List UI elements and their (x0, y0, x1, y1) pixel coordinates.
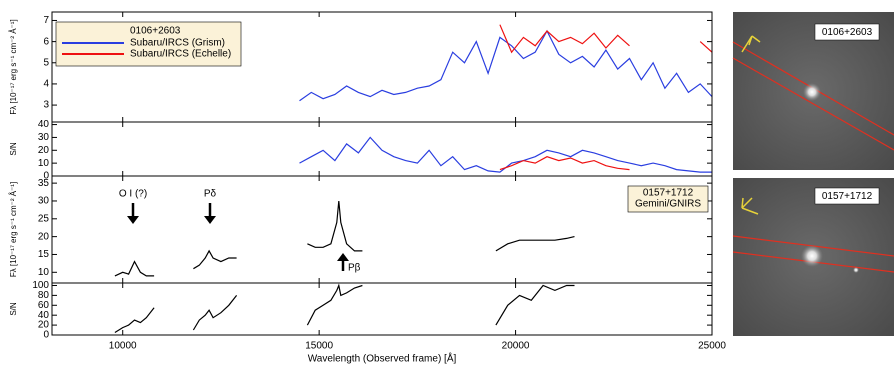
legend-label: Subaru/IRCS (Echelle) (130, 49, 231, 60)
series-line (499, 24, 713, 54)
plot-frame (51, 121, 713, 177)
y-tick-label: 35 (38, 178, 50, 189)
legend-label: Subaru/IRCS (Grism) (130, 38, 225, 49)
series-line (499, 156, 630, 171)
y-tick-label: 4 (43, 79, 49, 90)
y-tick-label: 40 (38, 310, 50, 321)
y-tick-label: 7 (43, 15, 49, 26)
y-tick-label: 30 (38, 196, 50, 207)
series-line (299, 136, 712, 173)
y-tick-label: 40 (38, 119, 50, 130)
panel: 0 10 20 30 40 S/N (9, 119, 713, 182)
source (853, 267, 859, 273)
x-tick-label: 25000 (698, 341, 726, 352)
y-tick-label: 20 (38, 145, 50, 156)
y-tick-label: 30 (38, 132, 50, 143)
panel: 3 4 5 6 7 Fλ [10⁻¹⁷ erg s⁻¹ cm⁻² Å⁻¹] 0106+260… (9, 11, 713, 123)
annotation: Pδ (204, 189, 217, 200)
image-label-box (814, 187, 880, 205)
panel: 10 15 20 25 30 35 Fλ [10⁻¹⁷ erg s⁻¹ cm⁻² Å⁻¹] 0… (9, 175, 713, 284)
y-tick-label: 25 (38, 213, 50, 224)
plot-frame (51, 175, 713, 284)
image-label-box (814, 23, 880, 41)
info-text: 0157+1712 (643, 188, 694, 199)
x-tick-label: 20000 (502, 341, 530, 352)
y-tick-label: 3 (43, 100, 49, 111)
annotation: Pβ (348, 263, 361, 274)
y-tick-label: 20 (38, 320, 50, 331)
source (801, 245, 823, 267)
y-tick-label: 20 (38, 231, 50, 242)
y-tick-label: 6 (43, 36, 49, 47)
y-tick-label: 5 (43, 57, 49, 68)
plot-frame (51, 282, 713, 336)
y-tick-label: 80 (38, 290, 50, 301)
orientation-arrow (741, 197, 759, 215)
series-line (299, 29, 713, 102)
annotation: O I (?) (119, 189, 147, 200)
x-axis-label: Wavelength (Observed frame) [Å] (308, 352, 457, 365)
y-tick-label: 0 (43, 171, 49, 182)
legend-title: 0106+2603 (130, 26, 181, 37)
annotation-arrowhead (127, 216, 139, 224)
info-text: Gemini/GNIRS (635, 199, 701, 210)
x-tick-label: 10000 (109, 341, 137, 352)
y-axis-label: S/N (9, 302, 18, 316)
image-panel: 0106+2603 (732, 12, 894, 170)
y-axis-label: Fλ [10⁻¹⁷ erg s⁻¹ cm⁻² Å⁻¹] (9, 182, 18, 277)
y-tick-label: 100 (32, 280, 49, 291)
image-label: 0106+2603 (822, 27, 873, 38)
annotation-arrowhead (204, 216, 216, 224)
x-tick-label: 15000 (305, 341, 333, 352)
y-tick-label: 15 (38, 249, 50, 260)
series-line (114, 283, 575, 334)
y-tick-label: 10 (38, 158, 50, 169)
source (803, 83, 821, 101)
slit-line (732, 57, 894, 151)
y-tick-label: 0 (43, 330, 49, 341)
info-box (627, 185, 709, 213)
y-tick-label: 10 (38, 267, 50, 278)
y-tick-label: 60 (38, 300, 50, 311)
image-label: 0157+1712 (822, 191, 873, 202)
orientation-arrow (741, 35, 761, 53)
y-axis-label: S/N (9, 142, 18, 156)
series-line (114, 200, 575, 277)
image-panel: 0157+1712 (732, 178, 894, 336)
annotation-arrowhead (337, 253, 349, 261)
y-axis-label: Fλ [10⁻¹⁷ erg s⁻¹ cm⁻² Å⁻¹] (9, 19, 18, 114)
